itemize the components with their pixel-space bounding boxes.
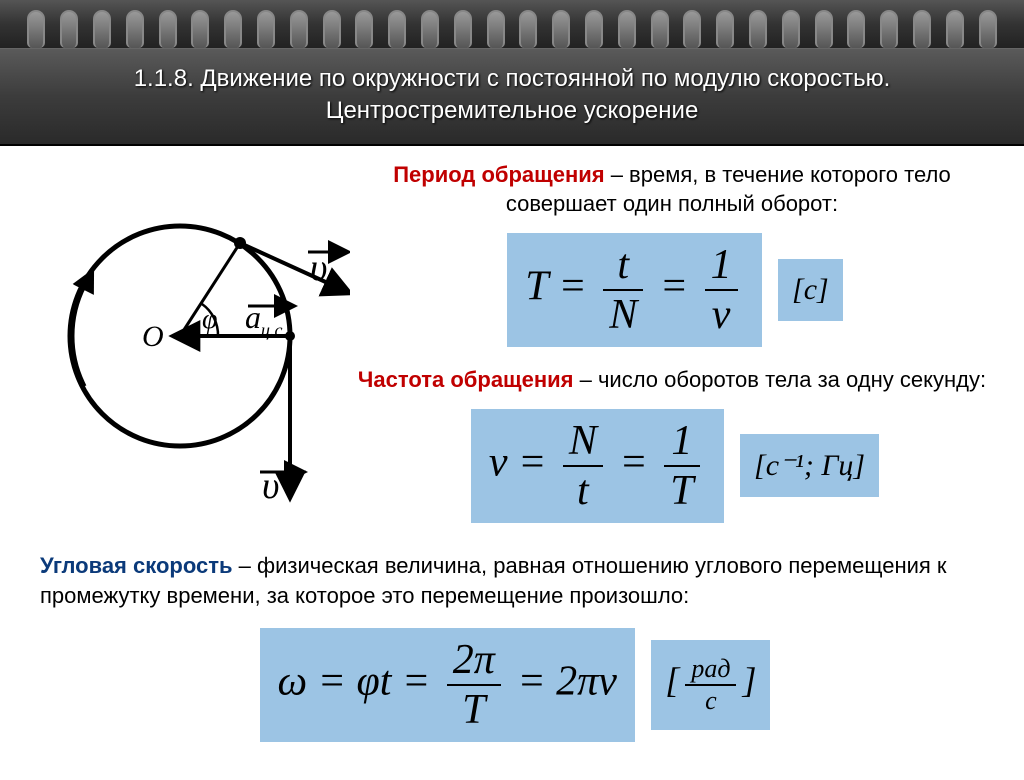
- spiral-binding: [0, 0, 1024, 48]
- svg-text:υ: υ: [310, 247, 327, 289]
- period-formula: T = tN = 1ν: [507, 233, 761, 347]
- frequency-term: Частота обращения: [358, 367, 574, 392]
- period-definition: Период обращения – время, в течение кото…: [350, 160, 994, 219]
- slide-content: O φ aц.с. υ υ Период обращения – время, …: [0, 146, 1024, 780]
- period-term: Период обращения: [393, 162, 604, 187]
- svg-text:φ: φ: [202, 304, 218, 335]
- svg-text:O: O: [142, 320, 164, 353]
- frequency-definition: Частота обращения – число оборотов тела …: [350, 365, 994, 395]
- slide-title: 1.1.8. Движение по окружности с постоянн…: [0, 48, 1024, 146]
- frequency-formula: ν = Nt = 1T: [471, 409, 724, 523]
- angular-definition: Угловая скорость – физическая величина, …: [40, 551, 984, 610]
- svg-text:υ: υ: [262, 465, 279, 506]
- frequency-rest: – число оборотов тела за одну секунду:: [574, 367, 987, 392]
- angular-term: Угловая скорость: [40, 553, 233, 578]
- circle-diagram: O φ aц.с. υ υ: [30, 156, 350, 506]
- frequency-formula-row: ν = Nt = 1T [c⁻¹; Гц]: [350, 405, 994, 527]
- angular-formula: ω = φt = 2πT = 2πν: [260, 628, 635, 742]
- angular-formula-row: ω = φt = 2πT = 2πν [радc]: [40, 624, 984, 746]
- period-formula-row: T = tN = 1ν [c]: [350, 229, 994, 351]
- angular-unit: [радc]: [651, 640, 770, 730]
- frequency-unit: [c⁻¹; Гц]: [740, 434, 879, 497]
- period-unit: [c]: [778, 259, 843, 321]
